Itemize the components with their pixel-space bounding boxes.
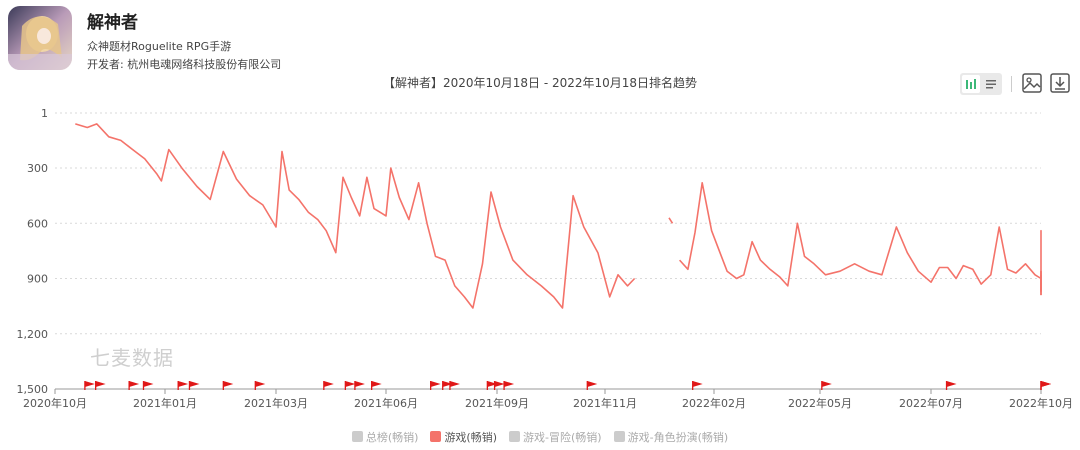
app-name: 解神者: [87, 13, 138, 33]
y-tick-label: 600: [27, 217, 48, 230]
legend-item[interactable]: 游戏-角色扮演(畅销): [613, 429, 729, 445]
series-line-group: [75, 123, 1042, 309]
legend-item[interactable]: 游戏-冒险(畅销): [509, 429, 602, 445]
legend-swatch: [613, 431, 625, 442]
legend-item[interactable]: 总榜(畅销): [351, 429, 419, 445]
event-flag[interactable]: [142, 381, 154, 390]
legend-label: 游戏-冒险(畅销): [523, 431, 602, 444]
legend-swatch: [509, 431, 521, 442]
series-line: [668, 217, 674, 224]
app-developer: 开发者: 杭州电魂网络科技股份有限公司: [87, 58, 282, 71]
event-flag[interactable]: [222, 381, 234, 390]
y-tick-label: 1,500: [17, 383, 49, 396]
legend-swatch: [351, 431, 363, 442]
view-toggle[interactable]: [960, 73, 1002, 95]
event-flag[interactable]: [586, 381, 598, 390]
x-tick-label: 2021年03月: [244, 396, 308, 410]
chart-legend: 总榜(畅销) 游戏(畅销) 游戏-冒险(畅销) 游戏-角色扮演(畅销): [0, 429, 1080, 445]
y-axis-ticks: 1 300 600 900 1,200 1,500: [17, 107, 49, 396]
event-flag[interactable]: [503, 381, 515, 390]
event-flag[interactable]: [344, 381, 356, 390]
event-flag[interactable]: [1040, 381, 1051, 390]
event-flag[interactable]: [254, 381, 266, 390]
x-tick-label: 2021年09月: [465, 396, 529, 410]
app-icon: [8, 6, 72, 70]
event-flag[interactable]: [493, 381, 505, 390]
event-flag[interactable]: [188, 381, 200, 390]
download-icon[interactable]: [1049, 72, 1071, 94]
x-tick-label: 2022年07月: [899, 396, 963, 410]
x-tick-label: 2021年11月: [573, 396, 637, 410]
event-flag[interactable]: [354, 381, 365, 390]
legend-swatch: [430, 431, 442, 442]
legend-item[interactable]: 游戏(畅销): [430, 429, 497, 445]
event-flag[interactable]: [442, 381, 453, 390]
event-flag[interactable]: [177, 381, 189, 390]
x-tick-label: 2022年02月: [682, 396, 746, 410]
event-flag[interactable]: [429, 381, 441, 390]
chart-title: 【解神者】2020年10月18日 - 2022年10月18日排名趋势: [382, 76, 698, 90]
x-tick-label: 2021年01月: [133, 396, 197, 410]
legend-label: 游戏-角色扮演(畅销): [627, 431, 729, 444]
legend-label: 游戏(畅销): [444, 431, 498, 444]
event-flag[interactable]: [323, 381, 334, 390]
event-flag[interactable]: [371, 381, 382, 390]
y-tick-label: 900: [27, 273, 48, 286]
x-tick-label: 2021年06月: [354, 396, 418, 410]
series-line: [75, 123, 636, 309]
event-flags: [84, 381, 1051, 390]
event-flag[interactable]: [95, 381, 106, 390]
event-flag[interactable]: [449, 381, 460, 390]
event-flag[interactable]: [692, 381, 703, 390]
event-flag[interactable]: [821, 381, 832, 390]
bar-chart-icon[interactable]: [965, 78, 977, 90]
x-tick-label: 2020年10月: [23, 396, 87, 410]
app-subtitle: 众神题材Roguelite RPG手游: [87, 40, 232, 53]
app-icon-art: [8, 6, 72, 70]
x-tick-label: 2022年10月: [1009, 396, 1073, 410]
image-icon[interactable]: [1021, 72, 1043, 94]
legend-label: 总榜(畅销): [365, 431, 419, 444]
event-flag[interactable]: [128, 381, 140, 390]
event-flag[interactable]: [486, 381, 498, 390]
x-axis-ticks: 2020年10月 2021年01月 2021年03月 2021年06月 2021年09月…: [23, 389, 1073, 410]
watermark: 七麦数据: [90, 346, 174, 370]
event-flag[interactable]: [84, 381, 95, 390]
x-tick-label: 2022年05月: [788, 396, 852, 410]
y-tick-label: 1,200: [17, 328, 49, 341]
series-line: [679, 182, 1042, 291]
y-tick-label: 1: [41, 107, 48, 120]
event-flag[interactable]: [945, 381, 957, 390]
grid-lines: [55, 112, 1041, 390]
y-tick-label: 300: [27, 162, 48, 175]
list-icon[interactable]: [985, 78, 997, 90]
toolbar-separator: [1011, 76, 1012, 92]
